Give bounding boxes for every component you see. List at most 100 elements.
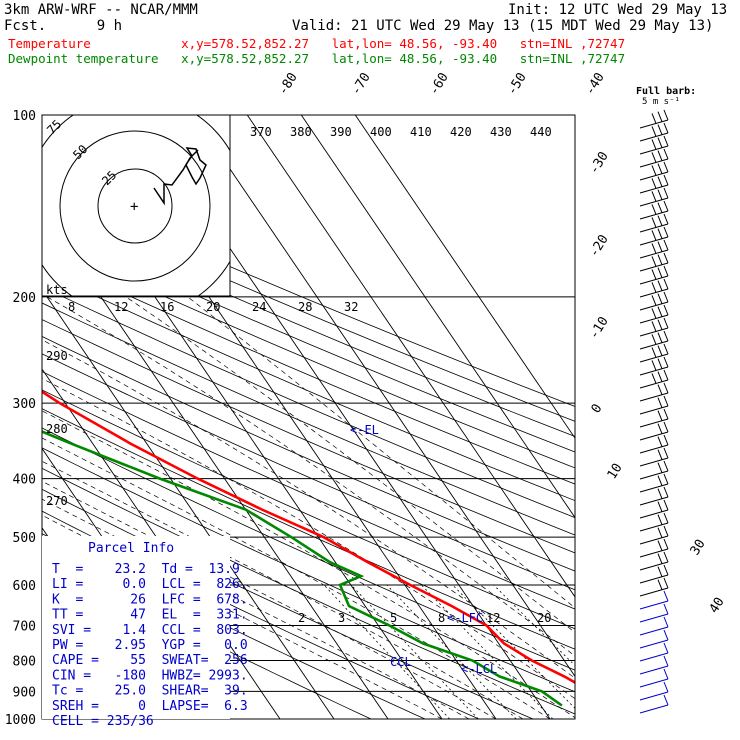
isotherm-label: 10 (605, 461, 626, 482)
mixing-ratio-label: 20 (537, 611, 551, 625)
wind-barb-title: Full barb: (636, 86, 696, 97)
parcel-info-row: SREH = 0 LAPSE= 6.3 (52, 699, 248, 714)
dry-adiabat (42, 335, 575, 572)
wind-barb (639, 109, 669, 129)
wind-barb (639, 564, 669, 584)
wind-barb (639, 590, 669, 610)
wind-barb (639, 252, 669, 272)
mixing-ratio-line (452, 584, 575, 709)
wind-barb (639, 616, 669, 636)
isotherm-line (192, 115, 575, 678)
moist-adiabat (42, 378, 575, 700)
wind-barb (639, 629, 669, 649)
annotation-el: <-EL (350, 423, 379, 437)
parcel-info-box: Parcel Info T = 23.2 Td = 13.9LI = 0.0 L… (42, 536, 248, 729)
hodograph: 25 50 75 + kts (41, 114, 231, 297)
annotation-lfc: <-LFC (447, 611, 483, 625)
dry-adiabat (42, 255, 575, 485)
wind-barb (639, 343, 669, 363)
wind-barb (639, 213, 669, 233)
temperature-profile (42, 390, 575, 685)
wind-barb (639, 161, 669, 181)
wind-barb (639, 525, 669, 545)
pressure-tick-label: 100 (13, 109, 36, 124)
wind-barb (639, 447, 669, 467)
wind-barb (639, 330, 669, 350)
mixing-ratio-label: 3 (338, 611, 345, 625)
wind-barb (639, 421, 669, 441)
annotation-ccl: CCL (390, 655, 412, 669)
wind-barb (639, 681, 669, 701)
wind-barb (639, 551, 669, 571)
pressure-tick-label: 300 (13, 397, 36, 412)
hodograph-speed-label: 20 (206, 300, 220, 314)
wind-barb (639, 642, 669, 662)
mixing-ratio-line (493, 584, 575, 667)
wind-barbs: Full barb:5 m s⁻¹ (636, 86, 696, 714)
isotherm-label: -70 (349, 70, 374, 98)
pressure-tick-label: 800 (13, 654, 36, 669)
wind-barb (639, 148, 669, 168)
pressure-tick-label: 700 (13, 619, 36, 634)
wind-barb (639, 668, 669, 688)
dry-adiabat (42, 447, 575, 693)
isotherm-label: -50 (505, 70, 530, 98)
theta-label: 270 (46, 494, 68, 508)
pressure-tick-label: 500 (13, 531, 36, 546)
isotherm-label: -40 (583, 70, 608, 98)
isotherm-line (0, 115, 10, 719)
wind-barb (639, 278, 669, 298)
hodograph-speed-label: 8 (68, 300, 75, 314)
dry-adiabat (42, 319, 575, 554)
wind-barb (639, 473, 669, 493)
parcel-info-row: T = 23.2 Td = 13.9 (52, 562, 240, 577)
mixing-ratio-line (350, 584, 479, 719)
annotation-lcl: <-LCL (461, 662, 497, 676)
wind-barb (639, 486, 669, 506)
wind-barb (639, 226, 669, 246)
wind-barb (639, 304, 669, 324)
parcel-info-row: LI = 0.0 LCL = 826. (52, 577, 248, 592)
wind-barb (639, 512, 669, 532)
theta-label: 440 (530, 125, 552, 139)
parcel-info-row: Tc = 25.0 SHEAR= 39. (52, 684, 248, 699)
dry-adiabat (42, 371, 575, 610)
pressure-tick-label: 200 (13, 291, 36, 306)
wind-barb (639, 356, 669, 376)
isotherm-label: 40 (707, 595, 728, 616)
parcel-info-row: SVI = 1.4 CCL = 803. (52, 623, 248, 638)
isotherm-line (246, 115, 575, 598)
theta-label: 280 (46, 422, 68, 436)
forecast-hour: Fcst. 9 h (4, 18, 123, 34)
mixing-ratio-label: 8 (438, 611, 445, 625)
mixing-ratio-label: 5 (390, 611, 397, 625)
dry-adiabat (42, 427, 575, 671)
moist-adiabat (125, 296, 575, 633)
mixing-ratio-line (386, 584, 517, 719)
moist-adiabat (42, 460, 524, 719)
parcel-info-row: K = 26 LFC = 678. (52, 592, 248, 607)
wind-barb (639, 460, 669, 480)
isotherm-label: -30 (587, 149, 612, 177)
theta-label: 430 (490, 125, 512, 139)
theta-label: 400 (370, 125, 392, 139)
isotherm-line (42, 288, 335, 719)
dry-adiabat (42, 196, 575, 422)
moist-adiabat (42, 437, 551, 719)
hodograph-speed-label: 16 (160, 300, 174, 314)
dry-adiabat (42, 302, 575, 536)
wind-barb (639, 603, 669, 623)
isotherm-label: -60 (427, 70, 452, 98)
theta-label: 390 (330, 125, 352, 139)
dry-adiabat (42, 467, 575, 715)
wind-barb (639, 200, 669, 220)
wind-barb (639, 317, 669, 337)
plot-frame (41, 114, 576, 720)
init-time: Init: 12 UTC Wed 29 May 13 (508, 2, 728, 18)
mixing-ratio-line (421, 584, 554, 719)
isotherm-line (354, 115, 575, 439)
wind-barb (639, 239, 669, 259)
wind-barb (639, 694, 669, 714)
hodograph-speed-label: 28 (298, 300, 312, 314)
